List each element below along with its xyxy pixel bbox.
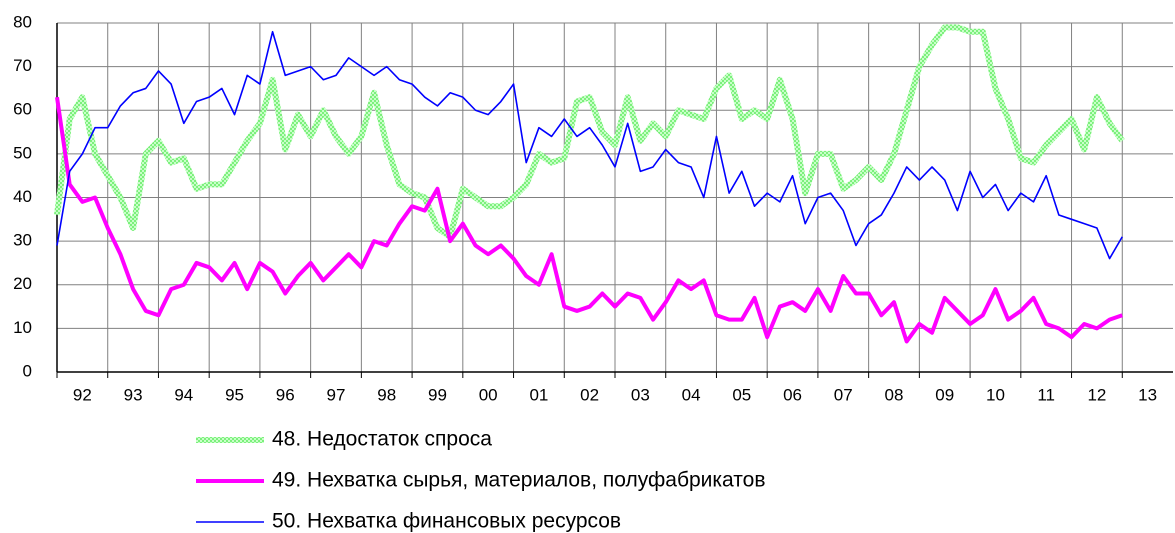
legend-label: 49. Нехватка сырья, материалов, полуфабр…	[272, 469, 765, 492]
series-line	[55, 96, 1123, 344]
x-tick-label: 11	[1037, 385, 1055, 404]
y-tick-label: 50	[13, 143, 32, 162]
x-tick-label: 99	[428, 385, 447, 404]
y-tick-label: 10	[13, 318, 32, 337]
x-tick-label: 08	[885, 385, 904, 404]
x-tick-label: 09	[935, 385, 954, 404]
x-tick-label: 03	[631, 385, 650, 404]
x-tick-label: 07	[834, 385, 853, 404]
x-tick-label: 04	[682, 385, 701, 404]
y-tick-label: 30	[13, 231, 32, 250]
y-tick-label: 60	[13, 100, 32, 119]
x-tick-label: 97	[327, 385, 346, 404]
x-tick-label: 01	[529, 385, 548, 404]
series-line	[56, 30, 1123, 260]
x-tick-label: 00	[479, 385, 498, 404]
x-tick-label: 02	[580, 385, 599, 404]
x-tick-label: 92	[73, 385, 92, 404]
x-tick-label: 13	[1138, 385, 1157, 404]
x-tick-label: 05	[732, 385, 751, 404]
y-tick-label: 0	[23, 361, 32, 380]
x-tick-label: 10	[986, 385, 1005, 404]
y-tick-label: 80	[13, 12, 32, 31]
x-tick-label: 95	[225, 385, 244, 404]
legend-label: 48. Недостаток спроса	[272, 428, 492, 451]
x-tick-label: 98	[377, 385, 396, 404]
x-tick-label: 12	[1087, 385, 1106, 404]
y-tick-label: 20	[13, 274, 32, 293]
x-tick-label: 06	[783, 385, 802, 404]
y-tick-label: 70	[13, 56, 32, 75]
series-line	[54, 24, 1125, 240]
y-tick-label: 40	[13, 187, 32, 206]
legend-label: 50. Нехватка финансовых ресурсов	[272, 510, 621, 533]
x-tick-label: 94	[174, 385, 193, 404]
x-tick-label: 93	[124, 385, 143, 404]
x-tick-label: 96	[276, 385, 295, 404]
